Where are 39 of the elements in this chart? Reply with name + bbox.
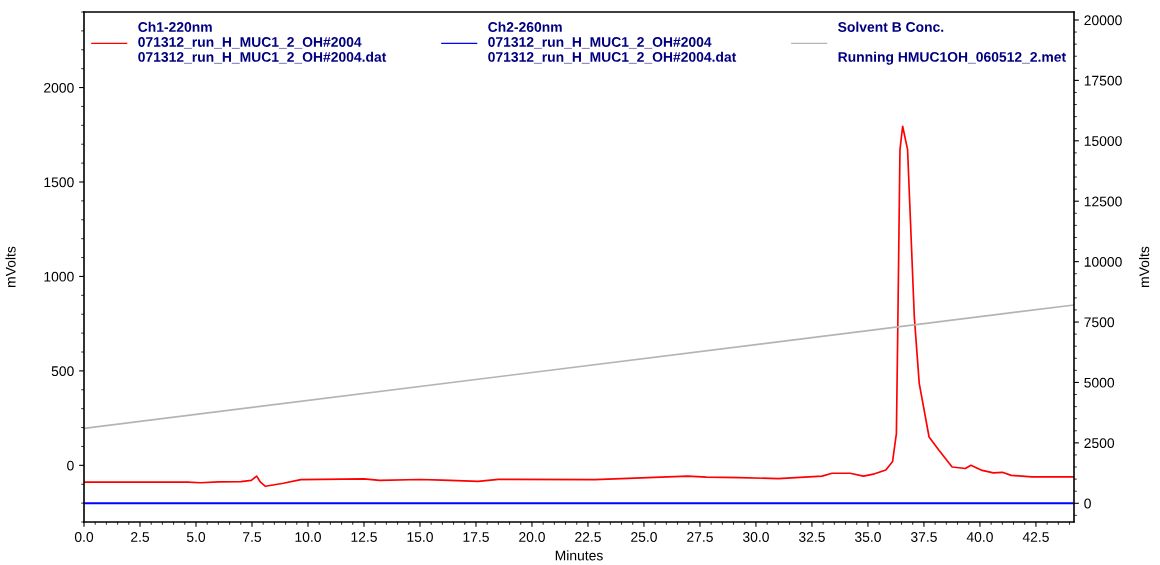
x-tick-label: 25.0 — [631, 532, 657, 542]
x-tick-label: 32.5 — [798, 532, 825, 542]
x-tick-label: 22.5 — [575, 532, 601, 542]
x-tick-label: 17.5 — [463, 532, 489, 542]
y2-tick-label: 15000 — [1084, 136, 1122, 146]
y2-tick-label: 2500 — [1084, 438, 1115, 449]
x-tick-label: 12.5 — [351, 532, 377, 542]
text: Solvent B Conc. Running HMUC1OH_060512_2.met — [838, 21, 1066, 65]
x-tick-label: 42.5 — [1022, 532, 1049, 542]
legend-label: Ch1-220nm 071312_run_H_MUC1_2_OH#2004 071312_run_H_MUC1_2_OH#2004.dat — [138, 21, 387, 64]
y-tick-label: 0 — [67, 460, 74, 471]
y2-tick-label: 17500 — [1084, 75, 1122, 86]
x-tick-label: 30.0 — [742, 532, 769, 542]
x-tick-label: 37.5 — [910, 532, 937, 542]
x-tick-label: 40.0 — [966, 532, 993, 542]
y2-tick-label: 0 — [1084, 498, 1091, 509]
x-tick-label: 35.0 — [854, 532, 881, 542]
y-tick-label: 500 — [51, 366, 74, 377]
x-tick-label: 10.0 — [295, 532, 321, 542]
y2-tick-label: 5000 — [1084, 377, 1115, 388]
y-tick-label: 2000 — [44, 82, 74, 93]
line-series — [84, 125, 1074, 488]
y2-tick-label: 10000 — [1084, 256, 1122, 267]
y-tick-label: 1000 — [44, 271, 74, 282]
x-tick-label: 5.0 — [186, 532, 206, 542]
x-axis-title: Minutes — [555, 550, 603, 561]
y2-tick-label: 20000 — [1084, 15, 1122, 26]
legend-label: Ch2-260nm 071312_run_H_MUC1_2_OH#2004 071312_run_H_MUC1_2_OH#2004.dat — [488, 21, 737, 64]
y-axis-title: mVolts — [5, 246, 16, 287]
y2-tick-label: 7500 — [1084, 317, 1115, 328]
x-tick-label: 15.0 — [407, 532, 433, 542]
x-tick-label: 0.0 — [74, 532, 94, 542]
y-tick-label: 1500 — [44, 177, 74, 188]
x-tick-label: 2.5 — [131, 532, 150, 542]
x-tick-label: 20.0 — [519, 532, 545, 542]
x-tick-label: 27.5 — [687, 532, 713, 542]
y2-axis-title: mVolts — [1139, 246, 1150, 287]
y2-tick-label: 12500 — [1084, 196, 1122, 207]
x-tick-label: 7.5 — [243, 532, 262, 542]
